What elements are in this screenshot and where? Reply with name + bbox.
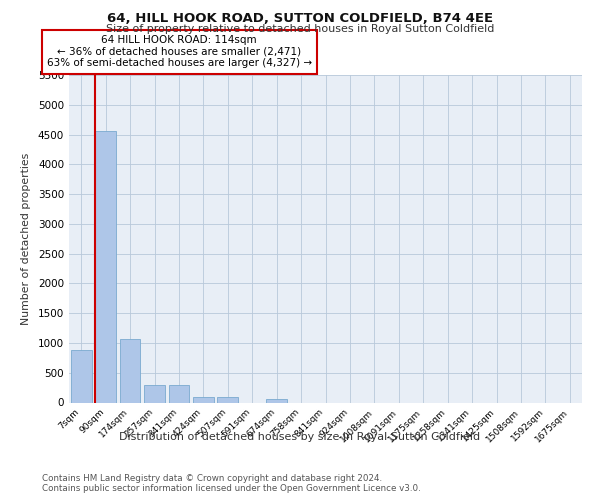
Y-axis label: Number of detached properties: Number of detached properties (21, 152, 31, 325)
Text: Contains public sector information licensed under the Open Government Licence v3: Contains public sector information licen… (42, 484, 421, 493)
Bar (71, 350, 92, 403)
Text: Size of property relative to detached houses in Royal Sutton Coldfield: Size of property relative to detached ho… (106, 24, 494, 34)
Bar (169, 385, 190, 402)
Text: Contains HM Land Registry data © Crown copyright and database right 2024.: Contains HM Land Registry data © Crown c… (42, 474, 382, 483)
Bar (193, 397, 214, 402)
Bar (119, 340, 140, 402)
Bar (144, 385, 165, 402)
Text: 64 HILL HOOK ROAD: 114sqm
← 36% of detached houses are smaller (2,471)
63% of se: 64 HILL HOOK ROAD: 114sqm ← 36% of detac… (47, 35, 312, 68)
Text: 64, HILL HOOK ROAD, SUTTON COLDFIELD, B74 4EE: 64, HILL HOOK ROAD, SUTTON COLDFIELD, B7… (107, 12, 493, 26)
Bar (95, 131, 116, 402)
Bar (266, 399, 287, 402)
Bar (217, 397, 238, 402)
Text: Distribution of detached houses by size in Royal Sutton Coldfield: Distribution of detached houses by size … (119, 432, 481, 442)
